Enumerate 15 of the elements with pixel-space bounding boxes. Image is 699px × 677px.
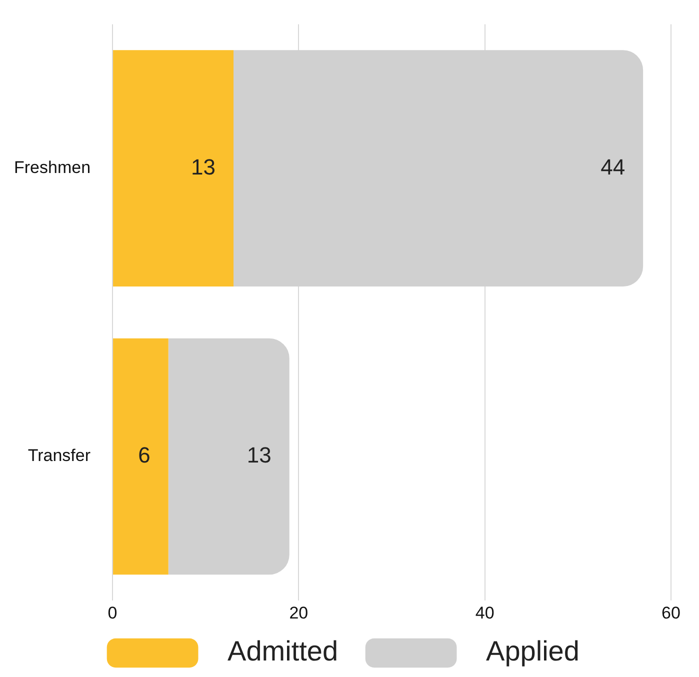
x-tick-label: 40 bbox=[475, 603, 494, 622]
data-label: 13 bbox=[191, 154, 216, 180]
x-tick-label: 60 bbox=[662, 603, 680, 622]
bar bbox=[113, 50, 234, 286]
legend-label: Admitted bbox=[228, 636, 338, 667]
data-label: 6 bbox=[138, 442, 150, 468]
y-tick-label: Freshmen bbox=[14, 158, 91, 177]
data-label: 44 bbox=[600, 154, 626, 180]
bar bbox=[168, 338, 290, 575]
x-tick-label: 0 bbox=[108, 603, 118, 622]
legend-label: Applied bbox=[486, 636, 580, 667]
y-tick-label: Transfer bbox=[28, 446, 91, 466]
data-label: 13 bbox=[246, 442, 272, 468]
bar bbox=[113, 338, 168, 575]
x-tick-label: 20 bbox=[289, 603, 308, 622]
